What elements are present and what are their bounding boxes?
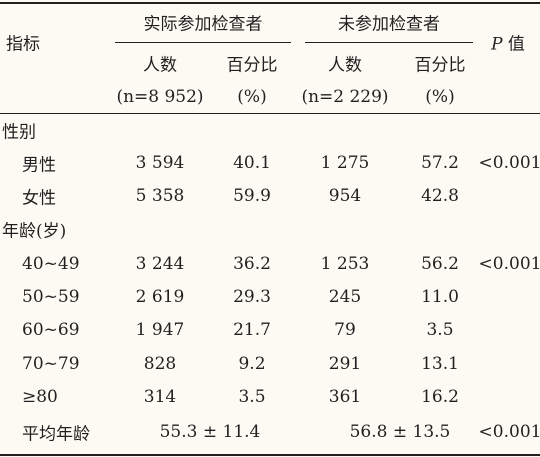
cell: 40.1 <box>233 153 271 173</box>
cell: 3 594 <box>135 153 185 173</box>
section-label: 性别 <box>2 122 36 143</box>
cell: 3.5 <box>426 320 454 340</box>
cell: 55.3 ± 11.4 <box>159 422 261 442</box>
sub-header: 百分比 <box>414 55 466 76</box>
group-rule <box>115 42 291 43</box>
cell: 79 <box>334 320 356 340</box>
p-word: 值 <box>507 34 525 55</box>
cell: 291 <box>328 354 362 374</box>
cell: 245 <box>328 287 362 307</box>
cell: 57.2 <box>421 153 459 173</box>
cell: 5 358 <box>135 186 185 206</box>
row-label: 女性 <box>22 188 56 209</box>
p-value: <0.001 <box>478 254 540 274</box>
sub-header: 人数 <box>143 55 177 76</box>
sub-header: 人数 <box>328 55 362 76</box>
cell: 13.1 <box>421 354 459 374</box>
sub-header: (%) <box>425 87 455 107</box>
row-label: 60~69 <box>22 320 80 340</box>
cell: 16.2 <box>421 387 459 407</box>
cell: 954 <box>328 186 362 206</box>
sub-header: (%) <box>237 87 267 107</box>
cell: 36.2 <box>233 254 271 274</box>
cell: 42.8 <box>421 186 459 206</box>
header-p: P 值 <box>491 30 525 55</box>
row-label: 男性 <box>22 155 56 176</box>
group-rule <box>305 42 473 43</box>
cell: 9.2 <box>238 354 266 374</box>
cell: 2 619 <box>135 287 185 307</box>
p-value: <0.001 <box>478 153 540 173</box>
cell: 1 947 <box>135 320 185 340</box>
p-value: <0.001 <box>478 422 540 442</box>
cell: 1 275 <box>320 153 370 173</box>
header-index: 指标 <box>6 34 40 55</box>
sub-header: (n=2 229) <box>301 87 389 107</box>
cell: 59.9 <box>233 186 271 206</box>
header-rule <box>0 113 540 114</box>
header-group: 未参加检查者 <box>338 14 440 35</box>
row-label: 70~79 <box>22 354 80 374</box>
cell: 29.3 <box>233 287 271 307</box>
header-group: 实际参加检查者 <box>143 14 263 35</box>
cell: 3 244 <box>135 254 185 274</box>
row-label: 平均年龄 <box>22 424 90 445</box>
cell: 361 <box>328 387 362 407</box>
cell: 1 253 <box>320 254 370 274</box>
row-label: ≥80 <box>22 387 58 407</box>
cell: 21.7 <box>233 320 271 340</box>
bottom-rule <box>0 454 540 456</box>
section-label: 年龄(岁) <box>2 221 67 242</box>
cell: 828 <box>143 354 177 374</box>
cell: 56.8 ± 13.5 <box>349 422 451 442</box>
row-label: 40~49 <box>22 254 80 274</box>
cell: 3.5 <box>238 387 266 407</box>
sub-header: 百分比 <box>226 55 278 76</box>
cell: 56.2 <box>421 254 459 274</box>
p-symbol: P <box>491 34 503 55</box>
cell: 11.0 <box>421 287 459 307</box>
cell: 314 <box>143 387 177 407</box>
row-label: 50~59 <box>22 287 80 307</box>
sub-header: (n=8 952) <box>116 87 204 107</box>
top-rule <box>0 2 540 4</box>
